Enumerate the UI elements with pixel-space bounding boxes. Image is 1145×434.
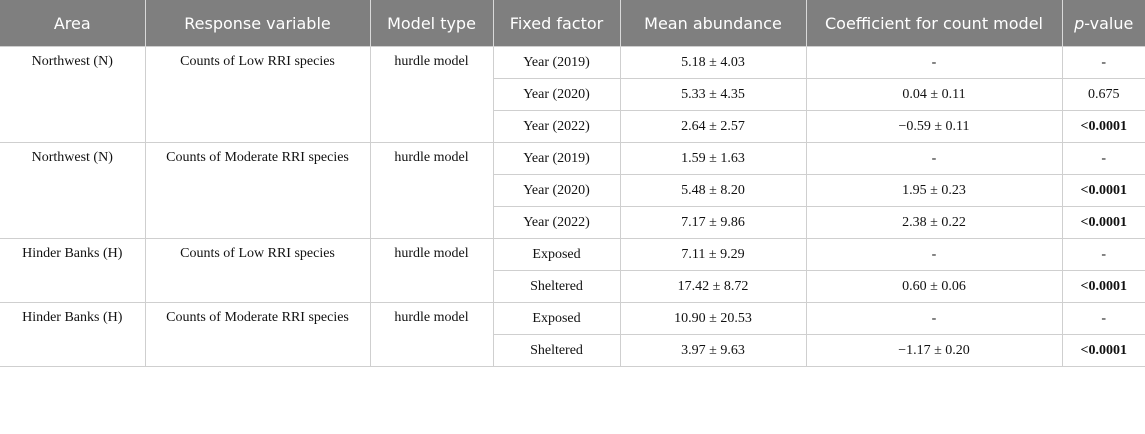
column-header: Response variable	[144, 0, 370, 47]
table-row: Hinder Banks (H) Counts of Moderate RRI s…	[0, 302, 1145, 367]
mean-cell: 7.11 ± 9.29	[619, 238, 807, 271]
coef-cell: -	[805, 46, 1063, 79]
table-row: Year (2022) 7.17 ± 9.86 2.38 ± 0.22 <0.0001	[0, 206, 1145, 239]
mean-cell: 7.17 ± 9.86	[619, 206, 807, 239]
table-row: Sheltered 17.42 ± 8.72 0.60 ± 0.06 <0.0001	[0, 270, 1145, 303]
area-cell: Northwest (N)	[0, 46, 146, 143]
header-row: Area Response variable Model type Fixed fac…	[0, 0, 1145, 47]
p-value-cell: -	[1061, 46, 1145, 79]
coef-cell: −1.17 ± 0.20	[805, 334, 1063, 367]
model-cell: hurdle model	[369, 238, 494, 303]
factor-cell: Exposed	[492, 238, 621, 271]
p-value-cell: -	[1061, 238, 1145, 271]
mean-cell: 17.42 ± 8.72	[619, 270, 807, 303]
mean-cell: 10.90 ± 20.53	[619, 302, 807, 335]
header-text: -value	[1084, 13, 1134, 33]
response-cell: Counts of Low RRI species	[144, 238, 371, 303]
area-cell: Hinder Banks (H)	[0, 302, 146, 367]
table-row: Sheltered 3.97 ± 9.63 −1.17 ± 0.20 <0.0001	[0, 334, 1145, 367]
factor-cell: Sheltered	[493, 270, 621, 303]
p-value-cell: <0.0001	[1061, 206, 1145, 239]
factor-cell: Year (2020)	[493, 78, 621, 111]
mean-cell: 1.59 ± 1.63	[619, 142, 807, 175]
factor-cell: Year (2020)	[493, 174, 621, 207]
p-value-cell: -	[1061, 302, 1145, 335]
area-cell: Northwest (N)	[0, 142, 146, 239]
column-header: Area	[0, 0, 145, 47]
p-value-cell: 0.675	[1061, 78, 1145, 111]
model-cell: hurdle model	[369, 302, 494, 367]
column-header: Mean abundance	[619, 0, 806, 47]
coef-cell: 1.95 ± 0.23	[805, 174, 1063, 207]
mean-cell: 2.64 ± 2.57	[619, 110, 807, 143]
mean-cell: 3.97 ± 9.63	[619, 334, 807, 367]
mean-cell: 5.48 ± 8.20	[619, 174, 807, 207]
p-value-cell: <0.0001	[1061, 174, 1145, 207]
coef-cell: -	[805, 302, 1063, 335]
model-cell: hurdle model	[369, 46, 494, 143]
model-cell: hurdle model	[369, 142, 494, 239]
column-header: Coefficient for count model	[805, 0, 1062, 47]
table-row: Northwest (N) Counts of Low RRI species hu…	[0, 46, 1145, 143]
coef-cell: 2.38 ± 0.22	[805, 206, 1063, 239]
table-row: Hinder Banks (H) Counts of Low RRI specie…	[0, 238, 1145, 303]
table-row: Year (2022) 2.64 ± 2.57 −0.59 ± 0.11 <0.000…	[0, 110, 1145, 143]
coef-cell: -	[805, 142, 1063, 175]
p-value-cell: <0.0001	[1061, 270, 1145, 303]
factor-cell: Year (2022)	[493, 110, 621, 143]
factor-cell: Year (2019)	[492, 142, 621, 175]
coef-cell: 0.04 ± 0.11	[805, 78, 1063, 111]
column-header: p-value	[1061, 0, 1145, 47]
p-value-cell: <0.0001	[1061, 110, 1145, 143]
results-table: Area Response variable Model type Fixed fac…	[0, 0, 1145, 367]
mean-cell: 5.33 ± 4.35	[619, 78, 807, 111]
factor-cell: Year (2022)	[493, 206, 621, 239]
coef-cell: −0.59 ± 0.11	[805, 110, 1063, 143]
factor-cell: Sheltered	[493, 334, 621, 367]
column-header: Fixed factor	[492, 0, 620, 47]
p-value-cell: -	[1061, 142, 1145, 175]
coef-cell: 0.60 ± 0.06	[805, 270, 1063, 303]
table-body: Northwest (N) Counts of Low RRI species hu…	[0, 46, 1145, 367]
mean-cell: 5.18 ± 4.03	[619, 46, 807, 79]
factor-cell: Year (2019)	[492, 46, 621, 79]
table-row: Year (2020) 5.48 ± 8.20 1.95 ± 0.23 <0.0001	[0, 174, 1145, 207]
table-row: Northwest (N) Counts of Moderate RRI spec…	[0, 142, 1145, 239]
response-cell: Counts of Moderate RRI species	[144, 302, 371, 367]
p-value-cell: <0.0001	[1061, 334, 1145, 367]
response-cell: Counts of Moderate RRI species	[144, 142, 371, 239]
column-header: Model type	[369, 0, 493, 47]
response-cell: Counts of Low RRI species	[144, 46, 371, 143]
area-cell: Hinder Banks (H)	[0, 238, 146, 303]
header-italic: p	[1074, 13, 1085, 33]
factor-cell: Exposed	[492, 302, 621, 335]
coef-cell: -	[805, 238, 1063, 271]
